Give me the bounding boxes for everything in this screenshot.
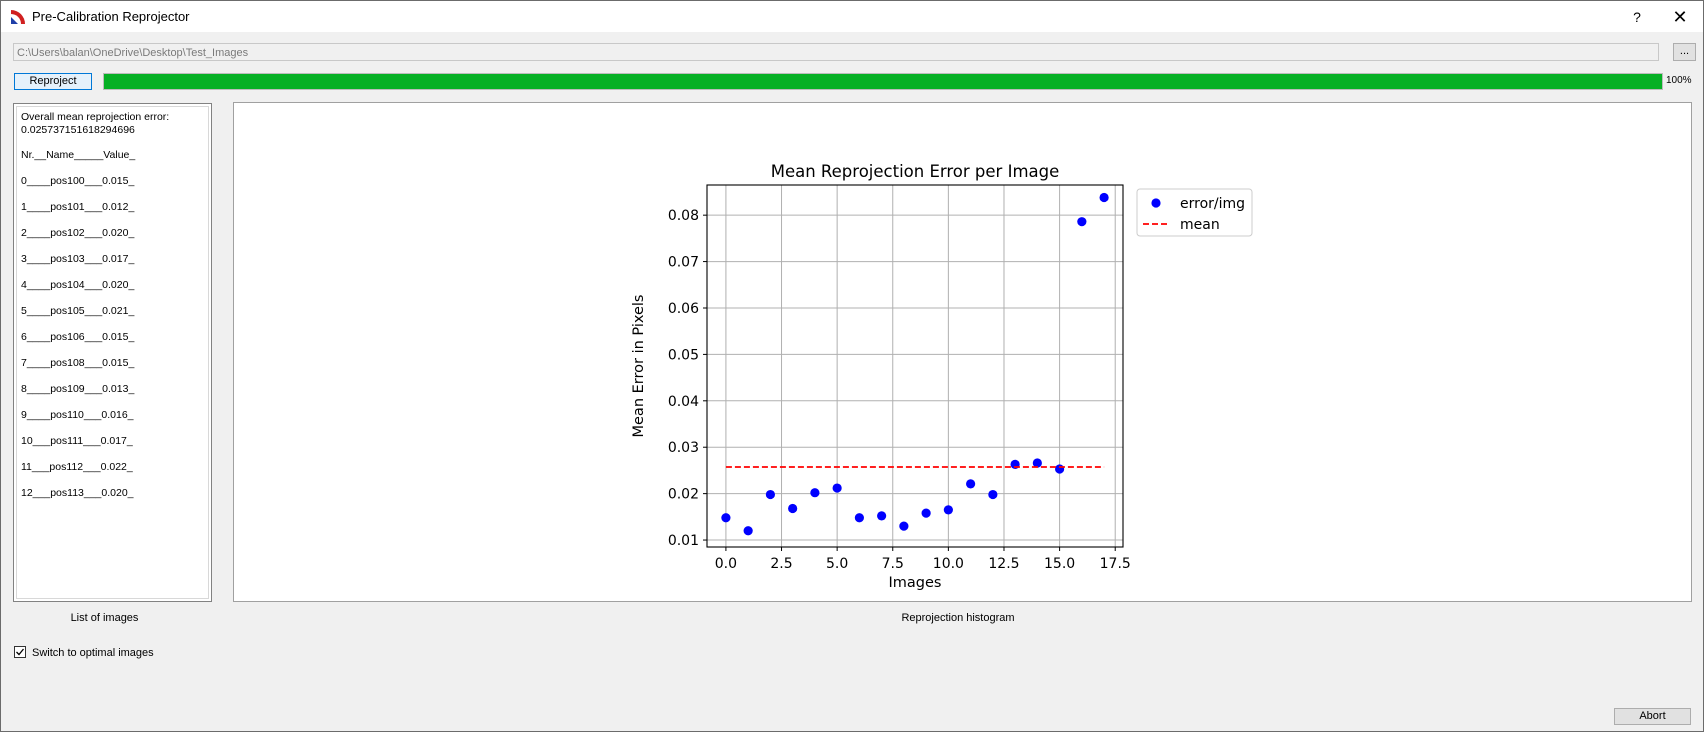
list-item[interactable]: 10___pos111___0.017_ bbox=[21, 435, 133, 447]
optimal-images-label: Switch to optimal images bbox=[32, 647, 154, 659]
legend-label-error: error/img bbox=[1180, 196, 1245, 212]
plot-panel: 0.0 2.5 5.0 7.5 10.0 12.5 15.0 17.5 0.01 0.02 0.03… bbox=[233, 102, 1692, 602]
x-tick-label: 2.5 bbox=[770, 556, 792, 572]
data-point bbox=[854, 513, 864, 523]
browse-button[interactable]: ... bbox=[1673, 43, 1696, 61]
y-tick-label: 0.07 bbox=[668, 255, 699, 271]
data-point bbox=[921, 508, 931, 518]
y-tick-label: 0.01 bbox=[668, 533, 699, 549]
optimal-images-checkbox[interactable] bbox=[14, 646, 26, 658]
overall-error-value: 0.025737151618294696 bbox=[21, 124, 135, 136]
data-point bbox=[721, 513, 731, 523]
data-point bbox=[788, 503, 798, 514]
y-tick-label: 0.06 bbox=[668, 301, 699, 317]
data-point bbox=[1054, 464, 1065, 474]
plot-frame bbox=[706, 184, 1124, 548]
error-scatter-chart: 0.0 2.5 5.0 7.5 10.0 12.5 15.0 17.5 0.01 0.02 0.03… bbox=[631, 162, 1253, 591]
image-list[interactable]: Overall mean reprojection error: 0.02573… bbox=[13, 103, 212, 602]
app-logo-icon bbox=[11, 10, 25, 24]
list-item[interactable]: 1____pos101___0.012_ bbox=[21, 201, 135, 213]
data-point bbox=[810, 488, 820, 498]
x-tick-label: 17.5 bbox=[1100, 556, 1131, 572]
chart-title: Mean Reprojection Error per Image bbox=[771, 162, 1060, 181]
plot-caption: Reprojection histogram bbox=[901, 612, 1015, 624]
data-point bbox=[943, 505, 953, 515]
data-point bbox=[1077, 217, 1087, 227]
list-item[interactable]: 6____pos106___0.015_ bbox=[21, 331, 135, 343]
x-axis-label: Images bbox=[889, 575, 942, 591]
list-item[interactable]: 9____pos110___0.016_ bbox=[21, 409, 134, 421]
legend-label-mean: mean bbox=[1180, 217, 1220, 233]
x-tick-label: 7.5 bbox=[882, 556, 904, 572]
list-item[interactable]: 8____pos109___0.013_ bbox=[21, 383, 135, 395]
abort-button[interactable]: Abort bbox=[1614, 708, 1691, 725]
progress-bar bbox=[103, 73, 1663, 90]
progress-percent: 100% bbox=[1666, 75, 1692, 86]
overall-error-label: Overall mean reprojection error: bbox=[21, 111, 170, 123]
list-item[interactable]: 2____pos102___0.020_ bbox=[21, 227, 135, 239]
data-point bbox=[1099, 192, 1109, 203]
legend-marker-error bbox=[1151, 198, 1161, 208]
data-point bbox=[765, 489, 776, 500]
close-button[interactable]: ✕ bbox=[1672, 7, 1688, 27]
y-tick-label: 0.08 bbox=[668, 208, 699, 224]
title-bar: Pre-Calibration Reprojector ? ✕ bbox=[1, 1, 1703, 32]
help-button[interactable]: ? bbox=[1633, 9, 1641, 25]
y-axis-label: Mean Error in Pixels bbox=[631, 295, 647, 438]
data-point bbox=[966, 479, 976, 489]
y-tick-label: 0.02 bbox=[668, 487, 699, 503]
x-tick-label: 0.0 bbox=[715, 556, 737, 572]
image-list-area: Overall mean reprojection error: 0.02573… bbox=[16, 106, 209, 599]
list-columns-header: Nr.__Name_____Value_ bbox=[21, 149, 136, 161]
x-tick-label: 15.0 bbox=[1044, 556, 1075, 572]
list-item[interactable]: 0____pos100___0.015_ bbox=[21, 175, 135, 187]
list-item[interactable]: 11___pos112___0.022_ bbox=[21, 461, 133, 473]
list-item[interactable]: 5____pos105___0.021_ bbox=[21, 305, 135, 317]
y-tick-label: 0.04 bbox=[668, 394, 699, 410]
y-tick-label: 0.03 bbox=[668, 440, 699, 456]
reproject-button[interactable]: Reproject bbox=[14, 73, 92, 90]
data-point bbox=[988, 489, 998, 500]
progress-bar-fill bbox=[104, 74, 1662, 89]
window-title: Pre-Calibration Reprojector bbox=[32, 9, 190, 24]
x-tick-label: 10.0 bbox=[933, 556, 964, 572]
list-item[interactable]: 3____pos103___0.017_ bbox=[21, 253, 135, 265]
data-point bbox=[899, 521, 909, 531]
x-tick-label: 5.0 bbox=[826, 556, 848, 572]
list-item[interactable]: 4____pos104___0.020_ bbox=[21, 279, 135, 291]
data-point bbox=[1032, 458, 1042, 468]
checkmark-icon bbox=[16, 648, 25, 656]
folder-path-field[interactable]: C:\Users\balan\OneDrive\Desktop\Test_Ima… bbox=[13, 43, 1659, 61]
list-item[interactable]: 12___pos113___0.020_ bbox=[21, 487, 134, 499]
list-caption: List of images bbox=[70, 612, 139, 624]
data-point bbox=[832, 483, 842, 493]
list-item[interactable]: 7____pos108___0.015_ bbox=[21, 357, 135, 369]
x-tick-label: 12.5 bbox=[988, 556, 1019, 572]
data-point bbox=[743, 526, 753, 536]
y-tick-label: 0.05 bbox=[668, 347, 699, 363]
data-point bbox=[877, 511, 887, 521]
